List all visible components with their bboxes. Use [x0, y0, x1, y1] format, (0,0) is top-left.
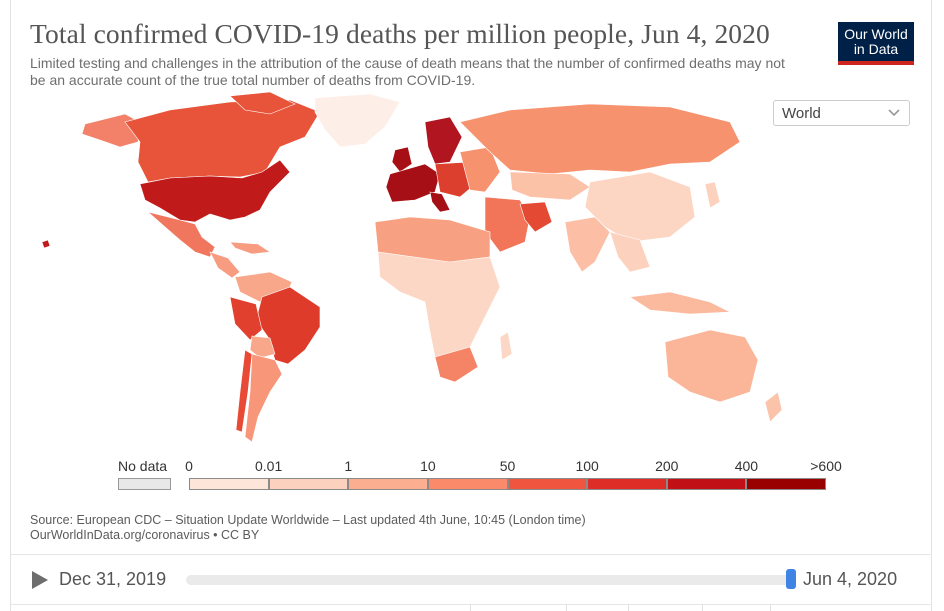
legend-tick-label: 10 — [420, 458, 436, 474]
chart-title: Total confirmed COVID-19 deaths per mill… — [30, 18, 770, 49]
legend-tick-label: 50 — [499, 458, 516, 474]
chart-subtitle: Limited testing and challenges in the at… — [30, 55, 785, 88]
country-usa[interactable] — [139, 159, 291, 223]
region-southeast-asia[interactable] — [609, 231, 651, 273]
legend-tick-label: 100 — [575, 458, 599, 474]
country-china[interactable] — [584, 171, 696, 243]
legend-nodata-swatch[interactable] — [118, 478, 171, 490]
region-indonesia[interactable] — [629, 291, 732, 315]
region-western-europe[interactable] — [385, 163, 441, 203]
legend-bin[interactable] — [268, 478, 349, 490]
country-russia[interactable] — [459, 103, 741, 175]
logo-line-2: in Data — [853, 41, 899, 57]
region-select[interactable]: World — [773, 100, 910, 126]
region-scandinavia[interactable] — [424, 116, 463, 165]
legend-tick-label: 200 — [655, 458, 679, 474]
tab-separator — [702, 604, 703, 611]
tab-separator — [566, 604, 567, 611]
legend-bin[interactable] — [189, 478, 269, 490]
tabs-divider — [10, 604, 932, 605]
source-line-2[interactable]: OurWorldInData.org/coronavirus • CC BY — [30, 528, 260, 542]
country-south-africa[interactable] — [434, 346, 479, 383]
legend-bin[interactable] — [666, 478, 747, 490]
country-iran[interactable] — [519, 201, 553, 233]
region-japan[interactable] — [704, 181, 721, 209]
legend-tick-label: 400 — [734, 458, 759, 474]
country-hawaii[interactable] — [41, 239, 51, 249]
logo-line-1: Our World — [844, 26, 908, 42]
country-italy[interactable] — [429, 191, 451, 213]
source-line-1: Source: European CDC – Situation Update … — [30, 513, 586, 527]
country-bolivia[interactable] — [249, 335, 276, 359]
country-india[interactable] — [564, 216, 611, 273]
source-note: Source: European CDC – Situation Update … — [30, 513, 586, 543]
owid-logo[interactable]: Our World in Data — [838, 22, 914, 65]
country-peru[interactable] — [229, 296, 263, 341]
country-canada-islands[interactable] — [229, 92, 296, 115]
legend-bin[interactable] — [427, 478, 508, 490]
timeline: Dec 31, 2019 Jun 4, 2020 — [0, 556, 944, 611]
legend-bin[interactable] — [507, 478, 588, 490]
country-australia[interactable] — [664, 329, 759, 403]
tab-separator — [628, 604, 629, 611]
tab-separator — [470, 604, 471, 611]
legend-bin[interactable] — [746, 478, 826, 490]
play-icon[interactable] — [32, 571, 48, 589]
legend: No data 0 0.01 1 10 50 100 200 400 >600 — [0, 450, 944, 495]
timeline-start-date: Dec 31, 2019 — [59, 569, 167, 589]
timeline-track[interactable] — [186, 575, 792, 585]
region-central-america[interactable] — [209, 251, 241, 279]
world-map[interactable] — [30, 92, 790, 452]
legend-tick-label: 1 — [344, 458, 353, 474]
timeline-end-date: Jun 4, 2020 — [803, 569, 898, 589]
region-eastern-europe[interactable] — [459, 146, 501, 193]
country-kazakhstan[interactable] — [509, 171, 591, 201]
timeline-divider — [10, 554, 932, 555]
timeline-handle[interactable] — [786, 569, 796, 589]
country-canada[interactable] — [124, 99, 321, 183]
region-africa[interactable] — [377, 251, 501, 363]
region-select-value: World — [782, 105, 821, 122]
legend-nodata-label: No data — [118, 458, 168, 474]
region-caribbean[interactable] — [229, 241, 271, 255]
legend-bin[interactable] — [348, 478, 428, 490]
legend-tick-label: 0.01 — [255, 458, 283, 474]
country-mexico[interactable] — [147, 211, 216, 258]
country-uk[interactable] — [391, 146, 413, 173]
legend-tick-label: 0 — [185, 458, 193, 474]
country-madagascar[interactable] — [499, 331, 513, 361]
legend-tick-label: >600 — [810, 458, 842, 474]
tab-separator — [770, 604, 771, 611]
country-greenland[interactable] — [314, 93, 401, 148]
country-new-zealand[interactable] — [764, 391, 783, 423]
legend-bin[interactable] — [587, 478, 667, 490]
chevron-down-icon — [888, 109, 900, 117]
country-argentina[interactable] — [244, 353, 283, 443]
